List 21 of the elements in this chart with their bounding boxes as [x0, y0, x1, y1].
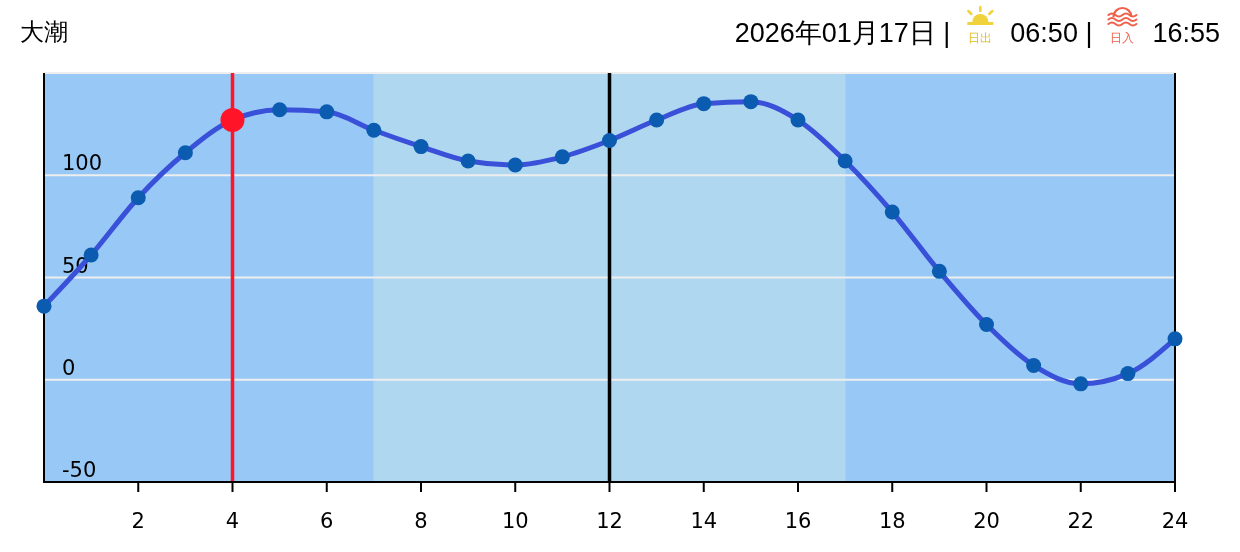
x-tick-label: 8	[414, 509, 428, 533]
chart-title: 大潮	[20, 18, 68, 45]
x-tick-label: 20	[973, 509, 1000, 533]
x-tick-label: 10	[501, 509, 529, 533]
text: 2026年01月17日 |	[734, 18, 951, 48]
x-tick-label: 2	[131, 509, 145, 533]
text: 16:55	[1152, 18, 1220, 48]
x-tick-label: 6	[320, 509, 334, 533]
x-tick-label: 18	[878, 509, 906, 533]
text: 日入	[1110, 31, 1135, 45]
y-tick-label: -50	[62, 458, 97, 482]
y-tick-label: 0	[62, 355, 76, 380]
text: 06:50 |	[1010, 18, 1093, 48]
x-tick-label: 4	[225, 509, 240, 533]
x-tick-label: 24	[1161, 509, 1189, 533]
x-tick-label: 16	[784, 509, 812, 533]
x-tick-label: 12	[596, 509, 623, 533]
x-tick-label: 14	[690, 509, 718, 533]
y-tick-label: 100	[62, 151, 103, 176]
text: 日出	[968, 31, 993, 45]
x-tick-label: 22	[1067, 509, 1095, 533]
